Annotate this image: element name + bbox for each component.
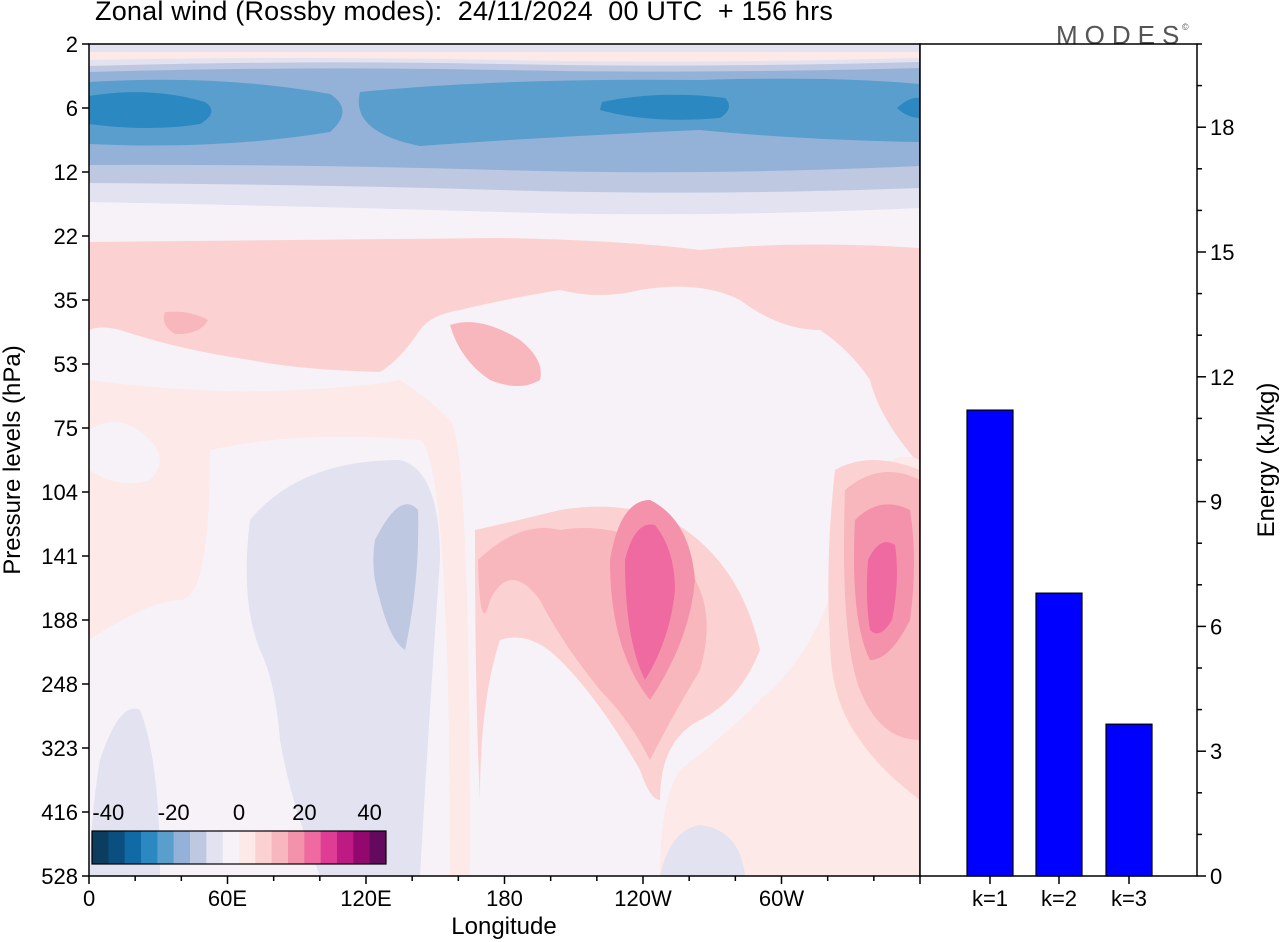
energy-category-label: k=1 bbox=[972, 886, 1008, 911]
longitude-tick-label: 180 bbox=[486, 886, 523, 911]
contour-band bbox=[664, 412, 830, 523]
colorbar-swatch bbox=[141, 831, 158, 864]
energy-category-label: k=3 bbox=[1111, 886, 1147, 911]
colorbar-swatch bbox=[124, 831, 142, 864]
pressure-tick-label: 323 bbox=[41, 736, 78, 761]
pressure-tick-label: 104 bbox=[41, 480, 78, 505]
contour-band bbox=[89, 238, 920, 465]
contour-band bbox=[450, 322, 541, 386]
colorbar-swatch bbox=[320, 831, 338, 864]
energy-tick-label: 3 bbox=[1210, 739, 1222, 764]
longitude-axis: 0 60E 120E 180 120W 60W bbox=[83, 876, 921, 911]
energy-tick-label: 15 bbox=[1210, 240, 1234, 265]
colorbar-swatch bbox=[239, 831, 256, 864]
contour-band bbox=[89, 422, 160, 484]
colorbar-swatch bbox=[157, 831, 175, 864]
colorbar-tick-label: 20 bbox=[292, 800, 316, 825]
pressure-tick-label: 141 bbox=[41, 544, 78, 569]
colorbar-swatch bbox=[206, 831, 224, 864]
longitude-tick-label: 0 bbox=[83, 886, 95, 911]
pressure-tick-label: 75 bbox=[54, 416, 78, 441]
energy-bar-k=2 bbox=[1035, 592, 1083, 877]
colorbar-tick-label: 0 bbox=[233, 800, 245, 825]
pressure-tick-label: 188 bbox=[41, 608, 78, 633]
colorbar-swatch bbox=[337, 831, 354, 864]
energy-bar-k=1 bbox=[966, 409, 1014, 877]
colorbar-swatch bbox=[288, 831, 305, 864]
x-axis-title: Longitude bbox=[451, 913, 556, 940]
pressure-tick-label: 22 bbox=[54, 224, 78, 249]
pressure-tick-label: 12 bbox=[54, 160, 78, 185]
contour-band bbox=[600, 94, 729, 120]
contour-band bbox=[625, 524, 675, 680]
pressure-tick-label: 2 bbox=[66, 32, 78, 57]
colorbar-swatch bbox=[190, 831, 207, 864]
contour-band bbox=[163, 311, 208, 335]
contour-band bbox=[660, 825, 745, 876]
colorbar-swatch bbox=[304, 831, 322, 864]
energy-category-label: k=2 bbox=[1041, 886, 1077, 911]
contour-band bbox=[89, 44, 920, 52]
colorbar-frame bbox=[91, 830, 387, 865]
energy-bars: k=1 k=2 k=3 bbox=[966, 409, 1153, 911]
longitude-tick-label: 120E bbox=[340, 886, 391, 911]
energy-bar-k=3 bbox=[1105, 723, 1153, 877]
pressure-axis: 2 6 12 22 35 53 75 104 141 188 248 323 416 528 bbox=[41, 32, 89, 889]
copyright-mark: © bbox=[1182, 22, 1189, 32]
colorbar-swatch bbox=[222, 831, 240, 864]
colorbar-swatch bbox=[255, 831, 273, 864]
energy-axis: 0 3 6 9 12 15 18 bbox=[1197, 43, 1234, 889]
energy-tick-label: 12 bbox=[1210, 365, 1234, 390]
contour-band bbox=[897, 97, 920, 118]
longitude-tick-label: 60E bbox=[208, 886, 247, 911]
contour-band bbox=[866, 542, 897, 634]
colorbar-swatch bbox=[108, 831, 126, 864]
energy-axis-title: Energy (kJ/kg) bbox=[1253, 383, 1280, 538]
energy-tick-label: 9 bbox=[1210, 490, 1222, 515]
colorbar-tick-label: -20 bbox=[158, 800, 190, 825]
colorbar-swatch bbox=[92, 831, 109, 864]
pressure-tick-label: 6 bbox=[66, 96, 78, 121]
longitude-tick-label: 60W bbox=[759, 886, 804, 911]
contour-band bbox=[89, 92, 212, 128]
colorbar-swatch bbox=[353, 831, 371, 864]
energy-tick-label: 18 bbox=[1210, 115, 1234, 140]
zonal-wind-heatmap bbox=[89, 44, 920, 876]
colorbar: -40 -20 0 20 40 bbox=[91, 800, 387, 865]
colorbar-swatch bbox=[271, 831, 289, 864]
y-axis-title: Pressure levels (hPa) bbox=[0, 345, 26, 574]
contour-band bbox=[373, 504, 419, 650]
pressure-tick-label: 35 bbox=[54, 288, 78, 313]
pressure-tick-label: 53 bbox=[54, 352, 78, 377]
colorbar-swatch bbox=[173, 831, 191, 864]
colorbar-swatch bbox=[369, 831, 387, 864]
colorbar-tick-label: -40 bbox=[92, 800, 124, 825]
energy-tick-label: 6 bbox=[1210, 614, 1222, 639]
pressure-tick-label: 528 bbox=[41, 864, 78, 889]
pressure-tick-label: 248 bbox=[41, 672, 78, 697]
longitude-tick-label: 120W bbox=[614, 886, 672, 911]
energy-tick-label: 0 bbox=[1210, 864, 1222, 889]
colorbar-tick-label: 40 bbox=[357, 800, 381, 825]
chart-title: Zonal wind (Rossby modes): 24/11/2024 00… bbox=[95, 0, 834, 26]
pressure-tick-label: 416 bbox=[41, 800, 78, 825]
